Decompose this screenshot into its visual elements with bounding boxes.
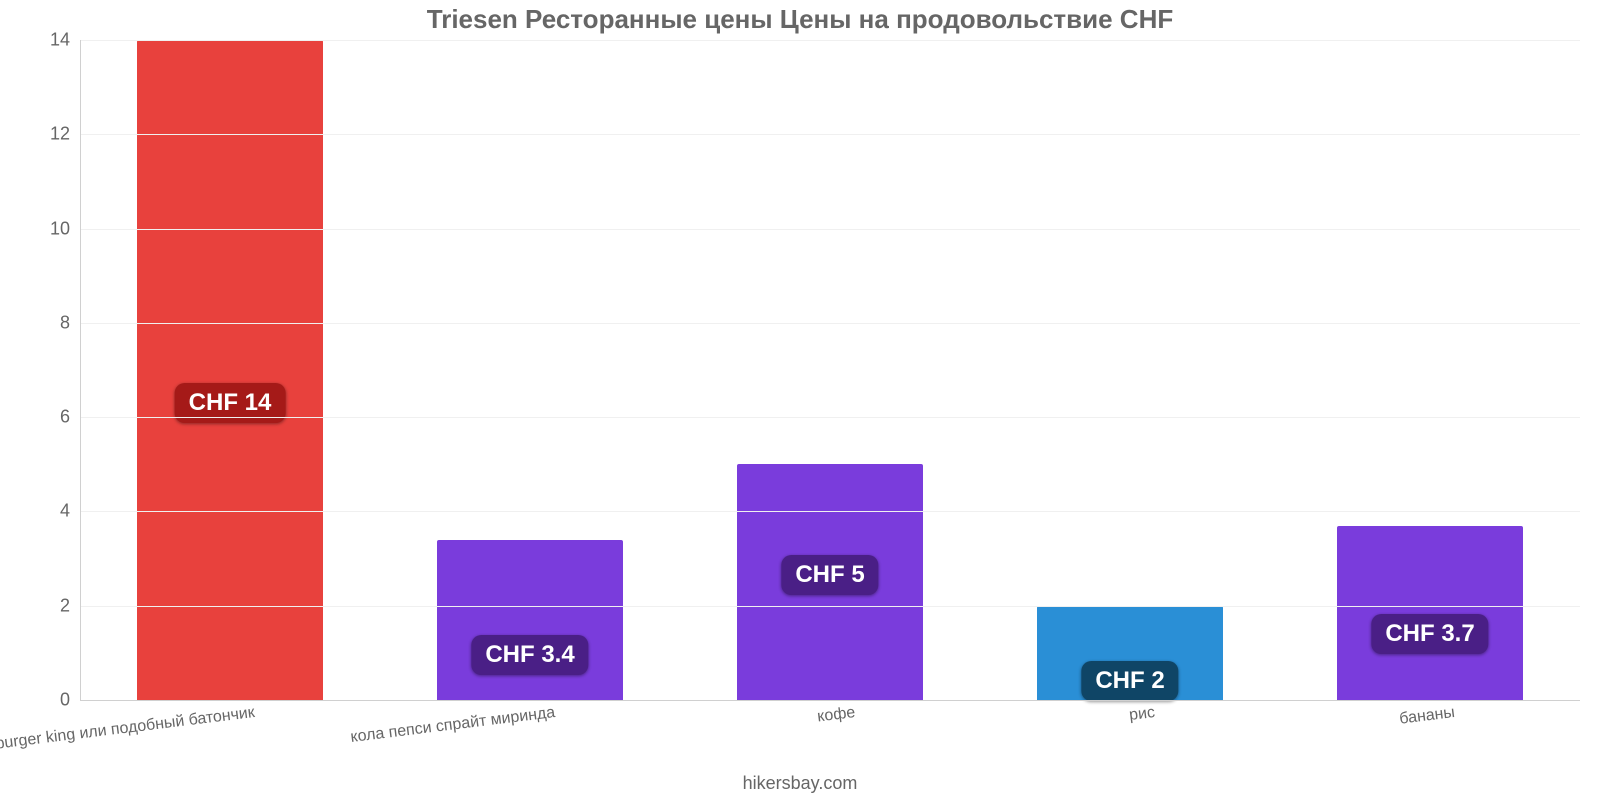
x-tick-label: кофе xyxy=(816,704,856,727)
bar xyxy=(137,40,323,700)
value-badge: CHF 2 xyxy=(1081,661,1178,701)
y-tick-label: 2 xyxy=(10,595,70,616)
y-tick-label: 8 xyxy=(10,312,70,333)
bars-layer: CHF 14CHF 3.4CHF 5CHF 2CHF 3.7 xyxy=(80,40,1580,700)
y-tick-label: 10 xyxy=(10,218,70,239)
plot-area: CHF 14CHF 3.4CHF 5CHF 2CHF 3.7 xyxy=(80,40,1580,700)
grid-line xyxy=(80,323,1580,324)
value-badge: CHF 3.4 xyxy=(471,635,588,675)
grid-line xyxy=(80,229,1580,230)
price-bar-chart: Triesen Ресторанные цены Цены на продово… xyxy=(0,0,1600,800)
y-tick-label: 14 xyxy=(10,30,70,51)
value-badge: CHF 5 xyxy=(781,555,878,595)
bar xyxy=(437,540,623,700)
grid-line xyxy=(80,511,1580,512)
x-axis-line xyxy=(80,700,1580,701)
x-tick-label: кола пепси спрайт миринда xyxy=(350,704,557,747)
y-tick-label: 0 xyxy=(10,690,70,711)
y-tick-label: 6 xyxy=(10,407,70,428)
grid-line xyxy=(80,40,1580,41)
attribution-text: hikersbay.com xyxy=(0,773,1600,794)
y-tick-label: 12 xyxy=(10,124,70,145)
grid-line xyxy=(80,134,1580,135)
x-tick-label: рис xyxy=(1128,704,1156,725)
y-tick-label: 4 xyxy=(10,501,70,522)
chart-title: Triesen Ресторанные цены Цены на продово… xyxy=(0,4,1600,35)
grid-line xyxy=(80,606,1580,607)
value-badge: CHF 3.7 xyxy=(1371,614,1488,654)
x-tick-label: mac burger king или подобный батончик xyxy=(0,704,256,758)
grid-line xyxy=(80,417,1580,418)
y-axis-line xyxy=(80,40,81,700)
x-axis-labels: mac burger king или подобный батончиккол… xyxy=(80,702,1580,772)
x-tick-label: бананы xyxy=(1399,704,1457,729)
